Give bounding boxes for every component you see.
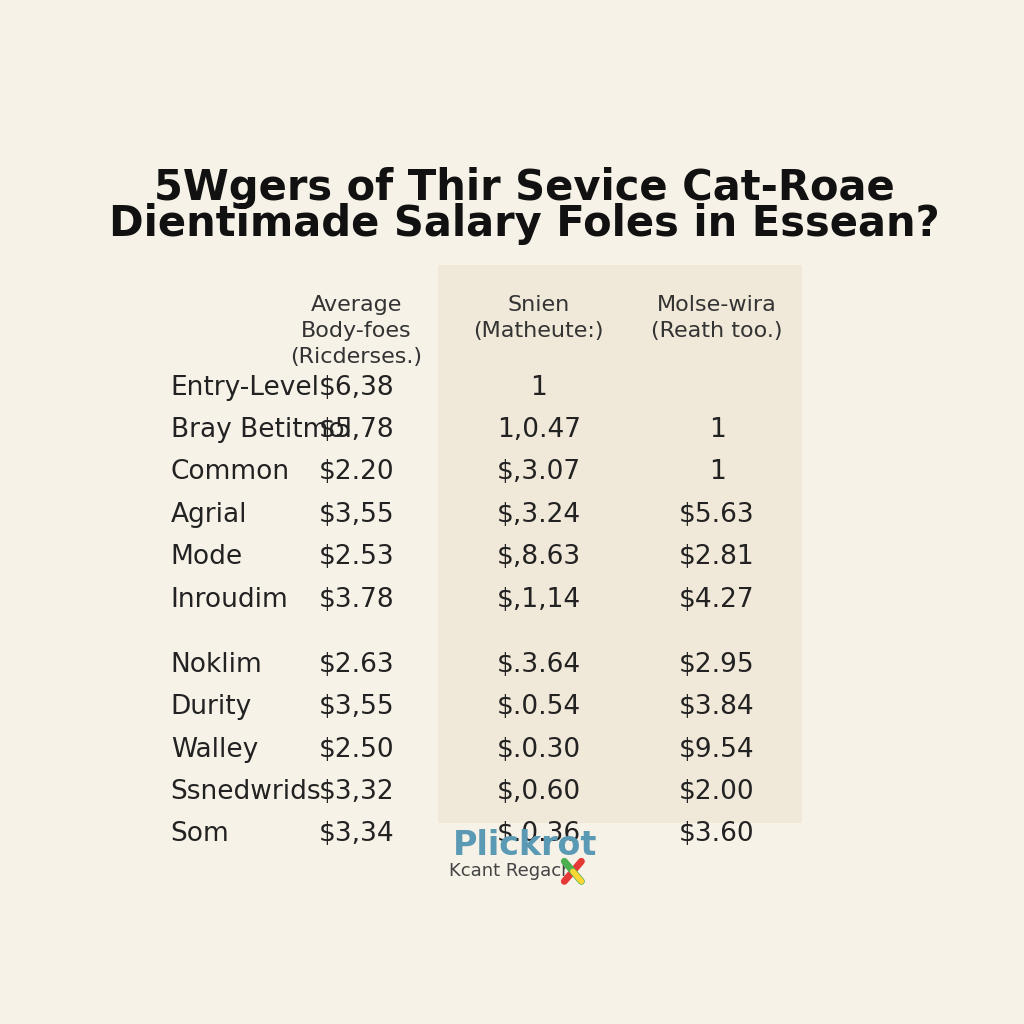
Text: Average
Body-foes
(Ricderses.): Average Body-foes (Ricderses.) (291, 295, 423, 367)
Text: Entry-Level: Entry-Level (171, 375, 319, 400)
Text: Common: Common (171, 460, 290, 485)
Text: 5Wgers of Thir Sevice Cat-Roae: 5Wgers of Thir Sevice Cat-Roae (155, 167, 895, 209)
Text: Plickrot: Plickrot (453, 828, 597, 861)
Text: Dientimade Salary Foles in Essean?: Dientimade Salary Foles in Essean? (110, 203, 940, 245)
Text: $5,78: $5,78 (318, 417, 394, 443)
Text: $,8.63: $,8.63 (497, 544, 581, 570)
Text: Noklim: Noklim (171, 652, 262, 678)
Text: $3,34: $3,34 (318, 821, 394, 848)
Text: 1: 1 (709, 417, 725, 443)
Text: Agrial: Agrial (171, 502, 247, 527)
Text: $2.50: $2.50 (318, 736, 394, 763)
Text: 1: 1 (530, 375, 547, 400)
Text: 1,0.47: 1,0.47 (497, 417, 581, 443)
Text: Bray Betitmol: Bray Betitmol (171, 417, 351, 443)
Text: $,3.07: $,3.07 (497, 460, 581, 485)
Text: $,3.24: $,3.24 (497, 502, 581, 527)
Text: Inroudim: Inroudim (171, 587, 289, 612)
Text: Durity: Durity (171, 694, 252, 720)
Text: $3,32: $3,32 (318, 779, 394, 805)
Text: $3.60: $3.60 (679, 821, 755, 848)
Text: $.3.64: $.3.64 (497, 652, 581, 678)
Text: $3,55: $3,55 (318, 694, 394, 720)
Text: Molse-wira
(Reath too.): Molse-wira (Reath too.) (651, 295, 782, 341)
Text: Som: Som (171, 821, 229, 848)
Text: $2.63: $2.63 (318, 652, 394, 678)
Text: $.0.54: $.0.54 (497, 694, 581, 720)
Text: $.0.30: $.0.30 (497, 736, 581, 763)
Text: $2.81: $2.81 (679, 544, 755, 570)
Text: Walley: Walley (171, 736, 258, 763)
Text: Kcant Regach: Kcant Regach (450, 862, 572, 881)
Text: $3.84: $3.84 (679, 694, 755, 720)
Text: $9.54: $9.54 (679, 736, 755, 763)
Text: Snien
(Matheute:): Snien (Matheute:) (473, 295, 604, 341)
Text: $3,55: $3,55 (318, 502, 394, 527)
Text: 1: 1 (709, 460, 725, 485)
FancyBboxPatch shape (438, 264, 802, 823)
Text: $5.63: $5.63 (679, 502, 755, 527)
Text: $6,38: $6,38 (318, 375, 394, 400)
Text: $,0.60: $,0.60 (497, 779, 581, 805)
Text: $2.95: $2.95 (679, 652, 755, 678)
Text: $,1,14: $,1,14 (497, 587, 581, 612)
Text: $.0.36: $.0.36 (497, 821, 581, 848)
Text: $4.27: $4.27 (679, 587, 755, 612)
Text: Mode: Mode (171, 544, 243, 570)
Text: $3.78: $3.78 (318, 587, 394, 612)
Text: Ssnedwrids: Ssnedwrids (171, 779, 322, 805)
Text: $2.00: $2.00 (679, 779, 755, 805)
Text: $2.53: $2.53 (318, 544, 394, 570)
Text: $2.20: $2.20 (318, 460, 394, 485)
